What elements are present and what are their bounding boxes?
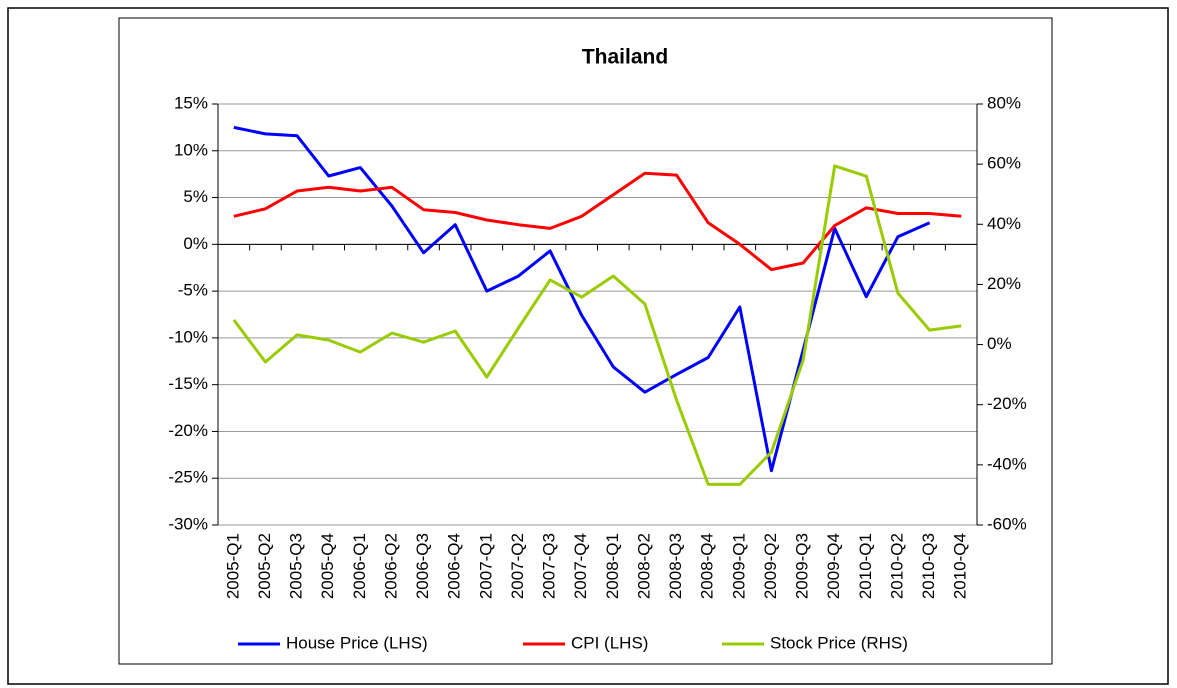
x-tick-label: 2007-Q4 (571, 533, 590, 599)
y-tick-label: -25% (168, 468, 208, 487)
legend-label: Stock Price (RHS) (770, 633, 908, 652)
x-tick-label: 2007-Q1 (476, 533, 495, 599)
x-tick-label: 2005-Q1 (223, 533, 242, 599)
x-tick-label: 2010-Q1 (856, 533, 875, 599)
y2-tick-label: -20% (987, 394, 1027, 413)
y2-tick-label: 80% (987, 93, 1021, 112)
chart-frame (118, 17, 1053, 665)
x-tick-label: 2005-Q4 (318, 533, 337, 599)
y2-tick-label: -60% (987, 514, 1027, 533)
x-tick-label: 2007-Q3 (540, 533, 559, 599)
y-tick-label: 0% (183, 234, 208, 253)
y2-tick-label: 60% (987, 154, 1021, 173)
series-line (233, 125, 931, 473)
series-line (232, 164, 962, 486)
y2-tick-label: -40% (987, 454, 1027, 473)
x-tick-label: 2008-Q3 (666, 533, 685, 599)
x-tick-label: 2009-Q1 (729, 533, 748, 599)
x-tick-label: 2008-Q4 (698, 533, 717, 599)
series-line (233, 171, 962, 272)
y2-tick-label: 0% (987, 334, 1012, 353)
x-tick-label: 2009-Q4 (824, 533, 843, 599)
x-tick-label: 2006-Q2 (381, 533, 400, 599)
x-tick-label: 2006-Q3 (413, 533, 432, 599)
chart-title: Thailand (582, 46, 668, 69)
y-tick-label: -10% (168, 327, 208, 346)
x-tick-label: 2006-Q4 (445, 533, 464, 599)
x-tick-label: 2010-Q4 (951, 533, 970, 599)
legend-label: House Price (LHS) (286, 633, 428, 652)
y-tick-label: -30% (168, 514, 208, 533)
x-tick-label: 2010-Q2 (887, 533, 906, 599)
y2-tick-label: 20% (987, 274, 1021, 293)
x-tick-label: 2006-Q1 (350, 533, 369, 599)
x-tick-label: 2005-Q2 (255, 533, 274, 599)
y-tick-label: -15% (168, 374, 208, 393)
x-tick-label: 2007-Q2 (508, 533, 527, 599)
x-tick-label: 2010-Q3 (919, 533, 938, 599)
y-tick-label: -5% (178, 281, 208, 300)
y2-tick-label: 40% (987, 214, 1021, 233)
x-tick-label: 2008-Q2 (634, 533, 653, 599)
x-tick-label: 2005-Q3 (287, 533, 306, 599)
y-tick-label: 15% (174, 93, 208, 112)
x-tick-label: 2009-Q2 (761, 533, 780, 599)
y-tick-label: -20% (168, 421, 208, 440)
legend-label: CPI (LHS) (571, 633, 648, 652)
x-tick-label: 2009-Q3 (793, 533, 812, 599)
y-tick-label: 5% (183, 187, 208, 206)
x-tick-label: 2008-Q1 (603, 533, 622, 599)
y-tick-label: 10% (174, 140, 208, 159)
